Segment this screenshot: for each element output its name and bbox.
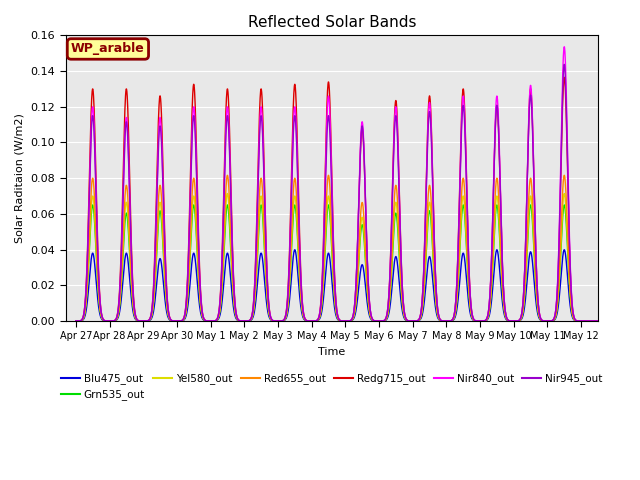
Line: Nir840_out: Nir840_out	[76, 47, 615, 321]
Nir840_out	[182, 300, 190, 306]
Yel580_out	[72, 318, 79, 324]
Grn535_out	[497, 247, 504, 253]
Redg715_out	[529, 118, 536, 123]
Yel580_out	[577, 318, 585, 324]
Redg715_out	[561, 74, 568, 80]
Blu475_out	[496, 272, 504, 278]
Title: Reflected Solar Bands: Reflected Solar Bands	[248, 15, 416, 30]
Yel580_out	[496, 238, 504, 243]
Nir945_out	[462, 154, 470, 159]
Redg715_out	[414, 317, 422, 323]
Red655_out	[577, 318, 585, 324]
Redg715_out	[496, 179, 504, 185]
Line: Blu475_out: Blu475_out	[76, 250, 615, 321]
Nir840_out	[462, 146, 470, 152]
Yel580_out	[605, 318, 613, 324]
Redg715_out	[611, 318, 619, 324]
Blu475_out	[605, 318, 613, 324]
Redg715_out	[605, 318, 613, 324]
Nir945_out	[529, 123, 536, 129]
Blu475_out	[577, 318, 585, 324]
Grn535_out	[72, 318, 79, 324]
Redg715_out	[577, 318, 585, 324]
Red655_out	[72, 318, 79, 324]
Blu475_out	[462, 266, 470, 272]
Nir840_out	[496, 173, 504, 179]
Blu475_out	[182, 312, 190, 318]
Grn535_out	[415, 318, 422, 324]
Nir840_out	[414, 317, 422, 323]
Grn535_out	[529, 221, 536, 227]
Line: Yel580_out: Yel580_out	[76, 193, 615, 321]
Legend: Blu475_out, Grn535_out, Yel580_out, Red655_out, Redg715_out, Nir840_out, Nir945_: Blu475_out, Grn535_out, Yel580_out, Red6…	[57, 369, 607, 405]
Blu475_out	[72, 318, 79, 324]
Nir945_out	[496, 180, 504, 185]
Yel580_out	[529, 210, 536, 216]
Line: Redg715_out: Redg715_out	[76, 77, 615, 321]
Red655_out	[529, 195, 536, 201]
Nir945_out	[605, 318, 613, 324]
Grn535_out	[605, 318, 613, 324]
Nir945_out	[577, 318, 585, 324]
Nir840_out	[577, 318, 585, 324]
Nir945_out	[414, 317, 422, 323]
Yel580_out	[611, 318, 619, 324]
Nir840_out	[529, 115, 536, 120]
Nir840_out	[611, 318, 619, 324]
Blu475_out	[561, 247, 568, 252]
Red655_out	[611, 318, 619, 324]
Nir840_out	[72, 318, 79, 324]
Grn535_out	[182, 308, 190, 313]
Red655_out	[414, 318, 422, 324]
Nir945_out	[182, 301, 190, 307]
Yel580_out	[462, 223, 470, 228]
Grn535_out	[89, 202, 97, 208]
Grn535_out	[611, 318, 619, 324]
Nir840_out	[605, 318, 613, 324]
Grn535_out	[462, 233, 470, 239]
Yel580_out	[182, 308, 190, 314]
Blu475_out	[414, 318, 422, 324]
Yel580_out	[561, 191, 568, 196]
Nir945_out	[72, 318, 79, 324]
Nir945_out	[611, 318, 619, 324]
Line: Red655_out: Red655_out	[76, 175, 615, 321]
Red655_out	[462, 209, 470, 215]
X-axis label: Time: Time	[318, 347, 346, 357]
Line: Grn535_out: Grn535_out	[76, 205, 615, 321]
Text: WP_arable: WP_arable	[71, 42, 145, 56]
Blu475_out	[611, 318, 619, 324]
Red655_out	[496, 226, 504, 232]
Nir945_out	[561, 61, 568, 67]
Line: Nir945_out: Nir945_out	[76, 64, 615, 321]
Nir840_out	[561, 44, 568, 49]
Y-axis label: Solar Raditaion (W/m2): Solar Raditaion (W/m2)	[15, 113, 25, 243]
Redg715_out	[182, 299, 190, 305]
Blu475_out	[529, 258, 536, 264]
Redg715_out	[72, 318, 79, 324]
Red655_out	[561, 172, 568, 178]
Grn535_out	[577, 318, 585, 324]
Yel580_out	[414, 318, 422, 324]
Red655_out	[182, 307, 190, 312]
Redg715_out	[462, 141, 470, 147]
Red655_out	[605, 318, 613, 324]
